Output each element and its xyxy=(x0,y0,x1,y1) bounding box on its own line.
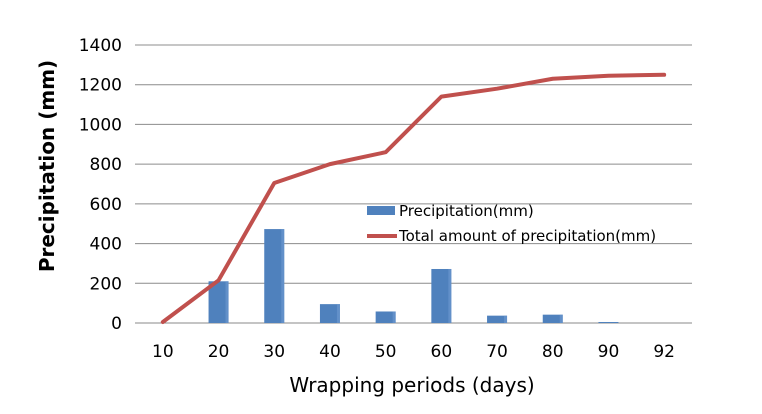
x-tick-label: 70 xyxy=(486,342,508,362)
y-tick-label: 400 xyxy=(90,235,122,255)
x-axis-title: Wrapping periods (days) xyxy=(289,373,534,397)
bar-30 xyxy=(264,229,285,323)
bar-shade-80 xyxy=(559,314,563,323)
x-tick-label: 30 xyxy=(263,342,285,362)
x-tick-label: 90 xyxy=(598,342,620,362)
line-series xyxy=(160,72,667,325)
bar-shade-60 xyxy=(448,268,452,323)
y-tick-label: 1200 xyxy=(79,76,122,96)
bar-shade-40 xyxy=(336,304,340,323)
bar-series xyxy=(208,229,619,323)
bar-shade-50 xyxy=(392,311,396,323)
legend: Precipitation(mm) Total amount of precipi… xyxy=(367,202,656,245)
x-tick-label: 92 xyxy=(653,342,675,362)
bar-40 xyxy=(319,304,340,323)
x-tick-label: 20 xyxy=(208,342,230,362)
bar-60 xyxy=(431,268,452,323)
total-precipitation-line xyxy=(160,72,667,325)
bar-50 xyxy=(375,311,396,323)
legend-label-line: Total amount of precipitation(mm) xyxy=(398,227,656,245)
y-tick-label: 1000 xyxy=(79,115,122,135)
x-tick-label: 60 xyxy=(431,342,453,362)
bar-90 xyxy=(598,322,619,323)
bar-70 xyxy=(487,315,508,323)
y-axis-title: Precipitation (mm) xyxy=(35,60,59,272)
y-tick-label: 0 xyxy=(111,314,122,334)
bar-shade-20 xyxy=(225,281,229,323)
x-tick-labels: 10 20 30 40 50 60 70 80 90 92 xyxy=(152,342,675,362)
legend-swatch-bar xyxy=(367,206,395,215)
x-tick-label: 40 xyxy=(319,342,341,362)
x-tick-label: 10 xyxy=(152,342,174,362)
y-tick-labels: 0 200 400 600 800 1000 1200 1400 xyxy=(79,36,122,334)
y-tick-label: 800 xyxy=(90,155,122,175)
x-tick-label: 80 xyxy=(542,342,564,362)
legend-label-bar: Precipitation(mm) xyxy=(399,202,534,220)
x-tick-label: 50 xyxy=(375,342,397,362)
bar-shade-70 xyxy=(504,315,508,323)
bar-20 xyxy=(208,281,229,323)
bar-80 xyxy=(542,314,563,323)
y-tick-label: 1400 xyxy=(79,36,122,56)
y-tick-label: 200 xyxy=(90,274,122,294)
y-tick-label: 600 xyxy=(90,195,122,215)
bar-shade-30 xyxy=(281,229,285,323)
